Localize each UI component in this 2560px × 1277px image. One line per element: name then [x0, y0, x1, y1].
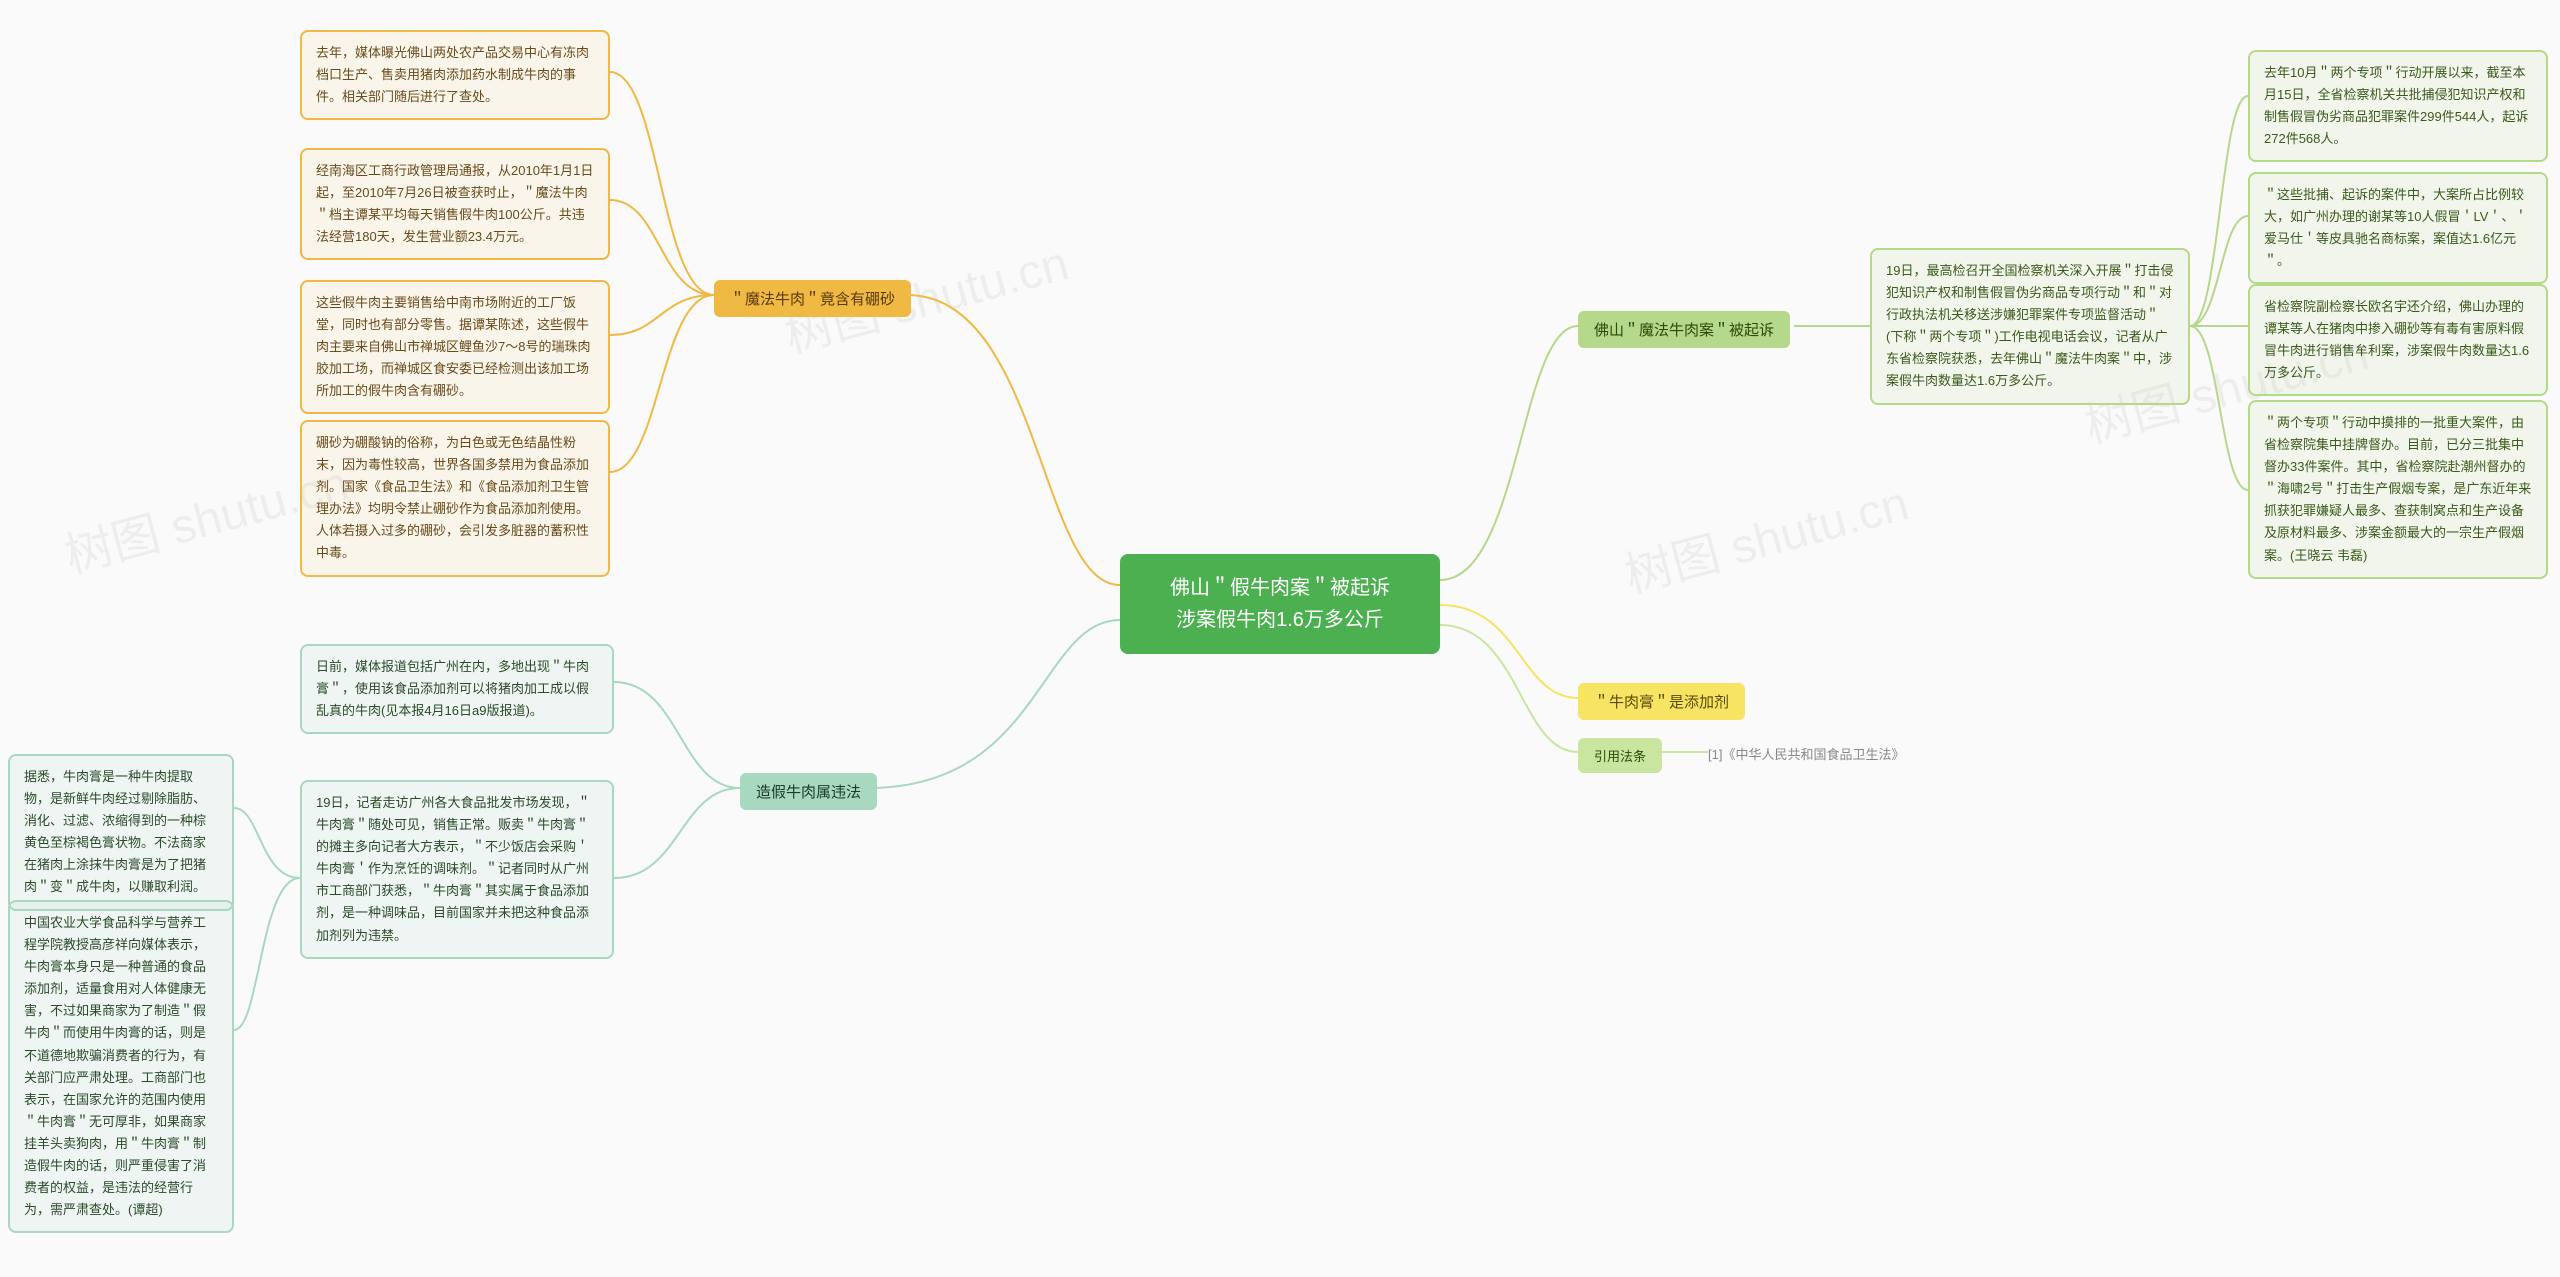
leaf-ra-1: ＂这些批捕、起诉的案件中，大案所占比例较大，如广州办理的谢某等10人假冒＇LV＇… — [2248, 172, 2548, 284]
branch-left-b[interactable]: 造假牛肉属违法 — [740, 773, 877, 810]
branch-right-a[interactable]: 佛山＂魔法牛肉案＂被起诉 — [1578, 311, 1790, 348]
branch-right-b[interactable]: ＂牛肉膏＂是添加剂 — [1578, 683, 1745, 720]
leaf-lb-1: 19日，记者走访广州各大食品批发市场发现，＂牛肉膏＂随处可见，销售正常。贩卖＂牛… — [300, 780, 614, 959]
leaf-la-3: 硼砂为硼酸钠的俗称，为白色或无色结晶性粉末，因为毒性较高，世界各国多禁用为食品添… — [300, 420, 610, 577]
center-node[interactable]: 佛山＂假牛肉案＂被起诉 涉案假牛肉1.6万多公斤 — [1120, 554, 1440, 654]
leaf-ra-desc: 19日，最高检召开全国检察机关深入开展＂打击侵犯知识产权和制售假冒伪劣商品专项行… — [1870, 248, 2190, 405]
leaf-ra-0: 去年10月＂两个专项＂行动开展以来，截至本月15日，全省检察机关共批捕侵犯知识产… — [2248, 50, 2548, 162]
leaf-lb-sub-1: 中国农业大学食品科学与营养工程学院教授高彦祥向媒体表示，牛肉膏本身只是一种普通的… — [8, 900, 234, 1233]
leaf-ra-3: ＂两个专项＂行动中摸排的一批重大案件，由省检察院集中挂牌督办。目前，已分三批集中… — [2248, 400, 2548, 579]
watermark: 树图 shutu.cn — [1616, 464, 1915, 607]
branch-right-c[interactable]: 引用法条 — [1578, 738, 1662, 773]
center-line2: 涉案假牛肉1.6万多公斤 — [1140, 604, 1420, 636]
leaf-lb-sub-0: 据悉，牛肉膏是一种牛肉提取物，是新鲜牛肉经过剔除脂肪、消化、过滤、浓缩得到的一种… — [8, 754, 234, 911]
leaf-lb-0: 日前，媒体报道包括广州在内，多地出现＂牛肉膏＂，使用该食品添加剂可以将猪肉加工成… — [300, 644, 614, 734]
leaf-la-1: 经南海区工商行政管理局通报，从2010年1月1日起，至2010年7月26日被查获… — [300, 148, 610, 260]
center-line1: 佛山＂假牛肉案＂被起诉 — [1140, 572, 1420, 604]
branch-left-a[interactable]: ＂魔法牛肉＂竟含有硼砂 — [714, 280, 911, 317]
ref-text: [1]《中华人民共和国食品卫生法》 — [1708, 744, 1904, 763]
leaf-ra-2: 省检察院副检察长欧名宇还介绍，佛山办理的谭某等人在猪肉中掺入硼砂等有毒有害原料假… — [2248, 284, 2548, 396]
leaf-la-0: 去年，媒体曝光佛山两处农产品交易中心有冻肉档口生产、售卖用猪肉添加药水制成牛肉的… — [300, 30, 610, 120]
leaf-la-2: 这些假牛肉主要销售给中南市场附近的工厂饭堂，同时也有部分零售。据谭某陈述，这些假… — [300, 280, 610, 414]
